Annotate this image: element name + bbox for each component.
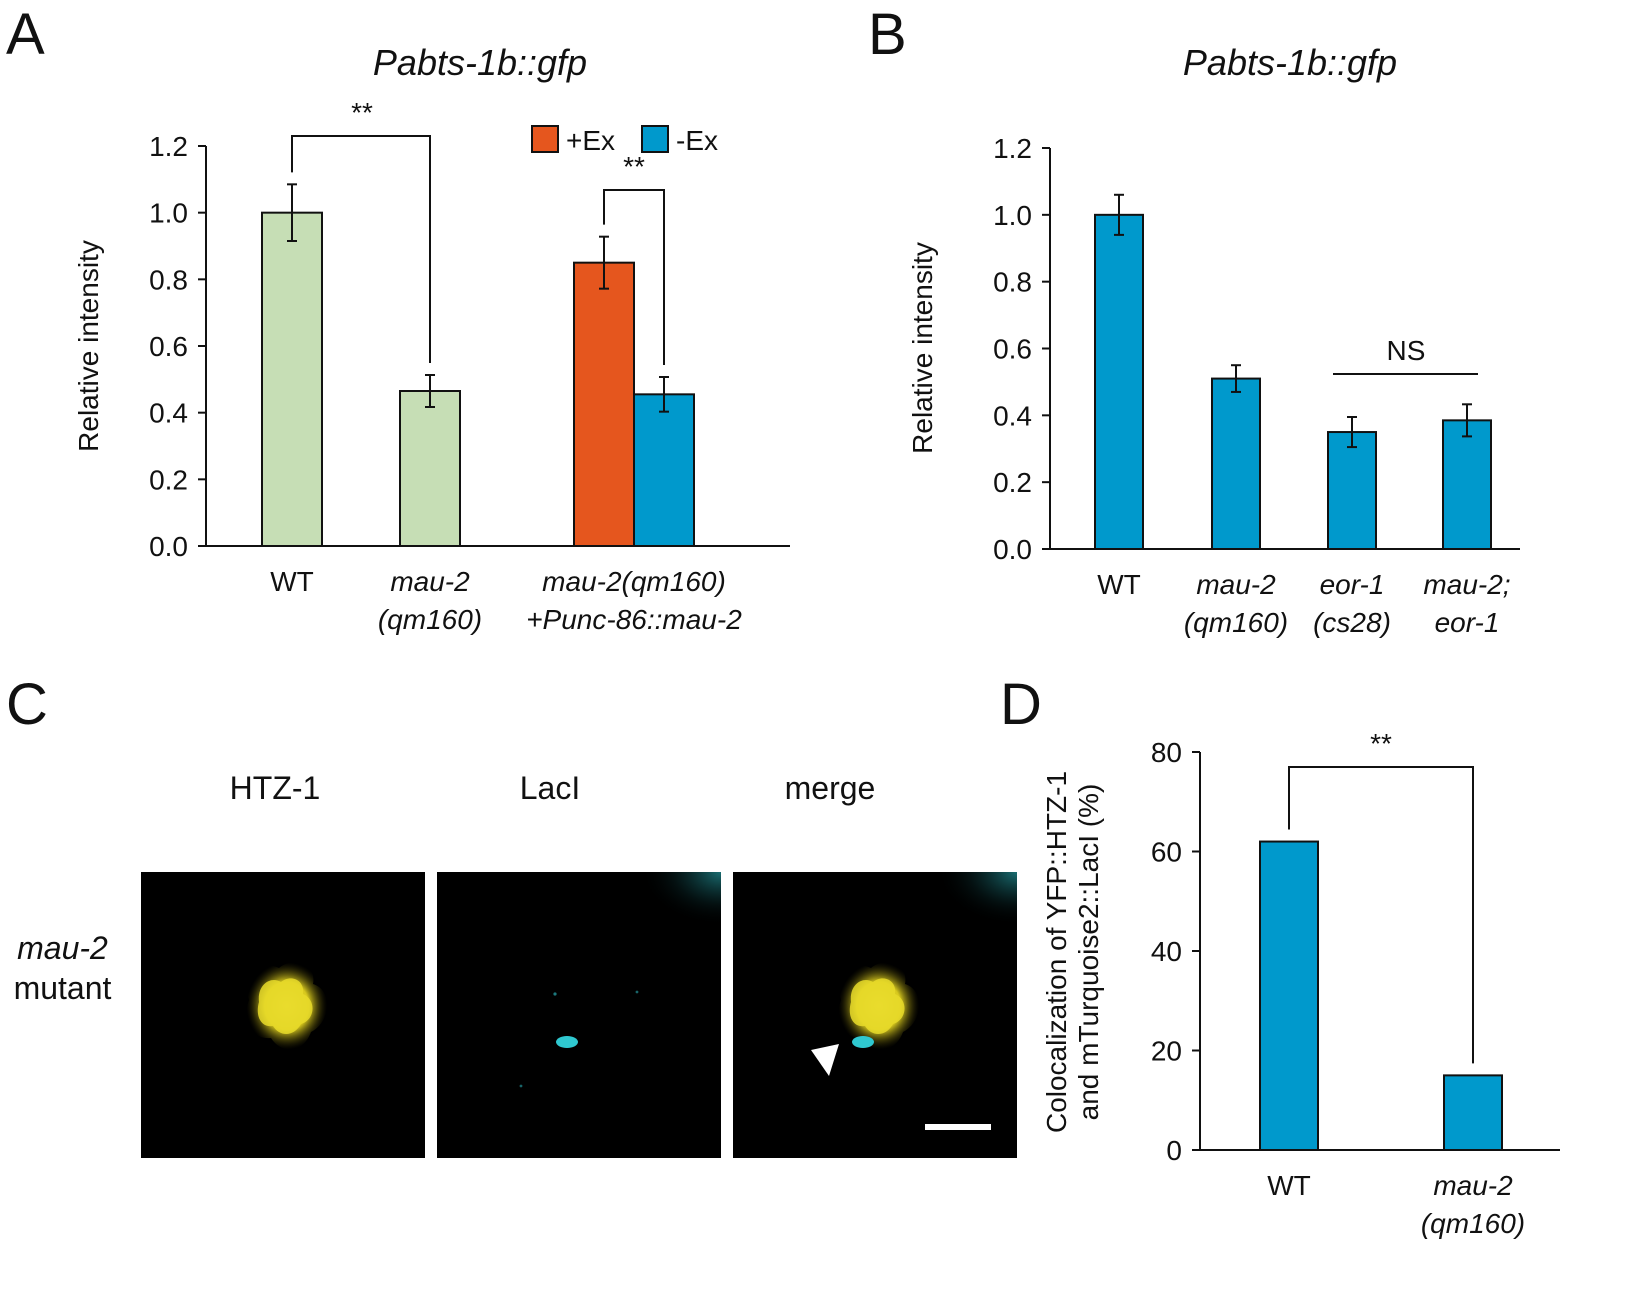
chart-b-category-label: (qm160) [1184,607,1288,638]
chart-a-ytick-label: 0.8 [149,264,188,295]
micro-row-label: mau-2 mutant [0,928,125,1008]
chart-b-ytick-label: 0.6 [993,334,1032,365]
chart-b-category-label: eor-1 [1320,569,1385,600]
chart-d-ytick-label: 0 [1166,1135,1182,1166]
chart-b-category-label: mau-2; [1423,569,1510,600]
chart-d-ytick-label: 80 [1151,737,1182,768]
chart-d-category-label: WT [1267,1170,1311,1201]
chart-b-title: Pabts-1b::gfp [1182,42,1398,83]
chart-d-significance-bracket [1288,766,1474,1064]
micrograph-htz1 [141,872,425,1158]
chart-a-ytick-label: 1.2 [149,131,188,162]
micro-col-label-laci: LacI [519,770,581,806]
chart-b-ytick-label: 1.2 [993,133,1032,164]
panel-letter-a: A [6,2,45,67]
chart-d-ytick-label: 40 [1151,936,1182,967]
micro-row-label-type: mutant [13,970,112,1006]
chart-a-legend-swatch [531,125,559,153]
chart-b-ytick-label: 1.0 [993,200,1032,231]
chart-d-ylabel-line1: Colocalization of YFP::HTZ-1 [1041,771,1072,1133]
chart-d-ytick-label: 20 [1151,1036,1182,1067]
chart-a-category-label: mau-2(qm160) [542,566,726,597]
chart-a-category-label: mau-2 [390,566,470,597]
chart-a-category-label: (qm160) [378,604,482,635]
panel-letter-b: B [868,2,907,67]
chart-a-legend-swatch [641,125,669,153]
chart-b-category-label: mau-2 [1196,569,1276,600]
chart-a-bar [573,261,635,547]
chart-b-ytick-label: 0.4 [993,400,1032,431]
micro-col-label-merge: merge [784,770,876,806]
micrograph-laci [437,872,721,1158]
micrograph-merge-image [811,872,1017,1130]
micrograph-laci-image [519,872,721,1088]
chart-a-ytick-label: 0.2 [149,464,188,495]
chart-b-category-label: eor-1 [1435,607,1500,638]
micro-row-label-genotype: mau-2 [17,930,108,966]
chart-a-significance-bracket [291,135,431,363]
chart-a-ytick-label: 1.0 [149,198,188,229]
chart-d-bar [1443,1074,1503,1151]
micro-col-label-htz1: HTZ-1 [229,770,321,806]
chart-a-ytick-label: 0.6 [149,331,188,362]
panel-letter-c: C [6,672,48,737]
chart-d-ytick-label: 60 [1151,837,1182,868]
chart-b-category-label: WT [1097,569,1141,600]
chart-d-ylabel-line2: and mTurquoise2::LacI (%) [1073,784,1104,1121]
chart-a-category-label: WT [270,566,314,597]
chart-b-ytick-label: 0.0 [993,534,1032,565]
chart-a-bar [261,211,323,548]
chart-a-ylabel: Relative intensity [73,240,104,452]
arrowhead-icon [811,1044,839,1076]
chart-b-bar [1327,431,1377,550]
chart-b-ytick-label: 0.8 [993,267,1032,298]
micrograph-htz1-image [246,962,328,1050]
micrograph-merge [733,872,1017,1158]
panel-letter-d: D [1000,672,1042,737]
chart-b-bar [1094,213,1144,550]
chart-a-bar [399,390,461,547]
chart-b-category-label: (cs28) [1313,607,1391,638]
chart-b-bar [1211,377,1261,551]
chart-d-category-label: mau-2 [1433,1170,1513,1201]
chart-a-title: Pabts-1b::gfp [372,42,588,83]
chart-a-legend-label: +Ex [566,125,615,156]
chart-a-significance-label: ** [623,151,645,182]
chart-b-ylabel: Relative intensity [907,242,938,454]
chart-a-bar [633,393,695,548]
chart-a-significance-label: ** [351,97,373,128]
chart-b-significance-label: NS [1387,335,1426,366]
scale-bar [925,1124,991,1130]
chart-b-bar [1442,419,1492,550]
chart-a-category-label: +Punc-86::mau-2 [526,604,742,635]
chart-d-significance-label: ** [1370,728,1392,759]
chart-d-category-label: (qm160) [1421,1208,1525,1239]
chart-a-significance-bracket [603,189,665,365]
chart-a-ytick-label: 0.4 [149,398,188,429]
chart-a-ytick-label: 0.0 [149,531,188,562]
chart-b-ytick-label: 0.2 [993,467,1032,498]
chart-d-bar [1259,840,1319,1151]
chart-a-legend-label: -Ex [676,125,718,156]
